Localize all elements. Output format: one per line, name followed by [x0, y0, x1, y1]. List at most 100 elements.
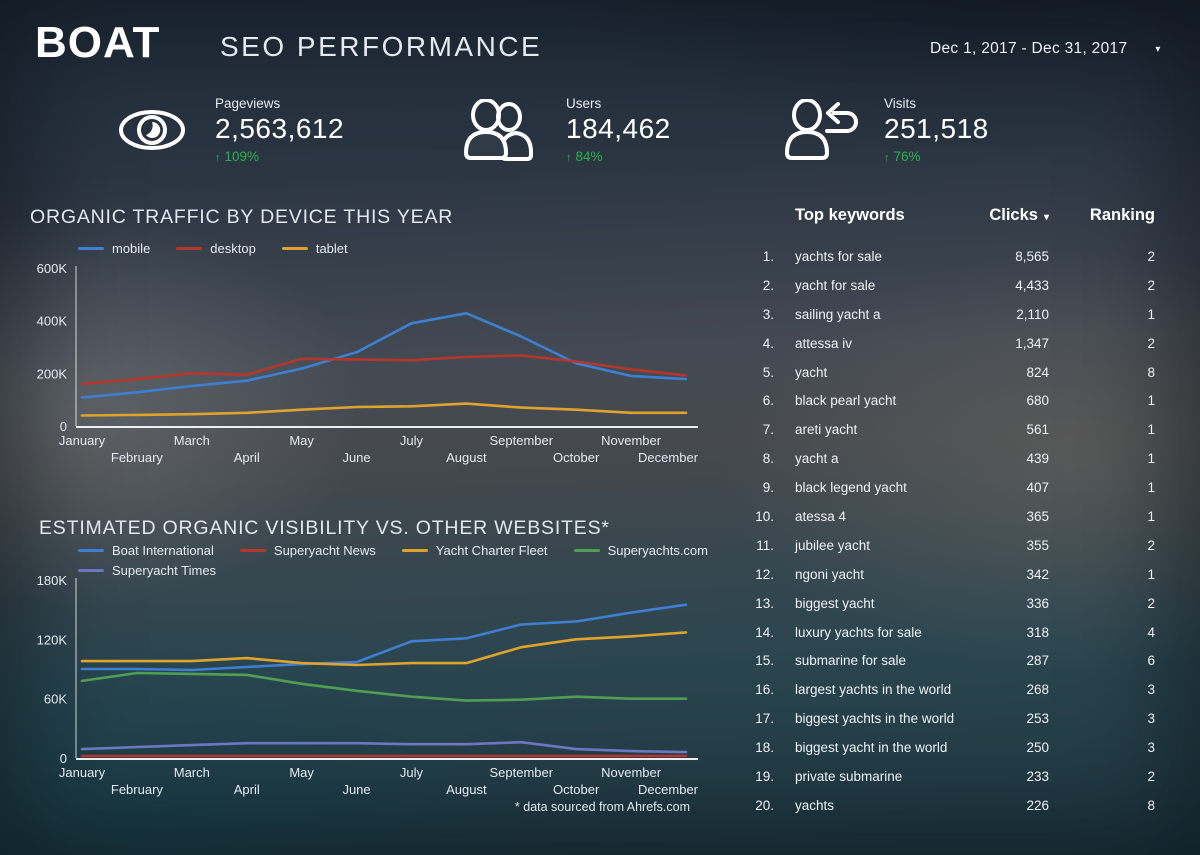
keyword-text: yacht [795, 364, 828, 380]
keyword-ranking: 2 [1147, 277, 1155, 293]
keyword-text: atessa 4 [795, 508, 847, 524]
kpi-delta-value: 109% [224, 149, 260, 164]
keyword-ranking: 2 [1147, 768, 1155, 784]
keyword-ranking: 2 [1147, 537, 1155, 553]
keyword-rank-number: 19. [755, 768, 774, 784]
legend-swatch [401, 549, 428, 552]
keyword-ranking: 2 [1147, 335, 1155, 351]
keyword-rank-number: 4. [762, 335, 774, 351]
keyword-text: yachts [795, 797, 835, 813]
keyword-rank-number: 13. [755, 595, 774, 611]
svg-text:December: December [638, 450, 699, 465]
keyword-clicks: 250 [1026, 740, 1049, 756]
keyword-text: luxury yachts for sale [795, 624, 922, 640]
keyword-rank-number: 16. [755, 682, 774, 698]
keyword-text: jubilee yacht [795, 537, 871, 553]
kpi-value: 2,563,612 [215, 113, 345, 144]
legend-label: Boat International [112, 543, 214, 558]
keyword-rank-number: 5. [762, 364, 774, 380]
keyword-clicks: 233 [1026, 768, 1049, 784]
keyword-ranking: 4 [1147, 624, 1155, 640]
kpi-delta-value: 76% [893, 149, 921, 164]
keyword-rank-number: 17. [755, 711, 774, 727]
svg-text:November: November [601, 433, 662, 448]
svg-text:March: March [174, 433, 210, 448]
visit-return-icon [785, 99, 858, 160]
svg-text:September: September [489, 433, 553, 448]
keyword-clicks: 342 [1026, 566, 1049, 582]
section-title-device-traffic: ORGANIC TRAFFIC BY DEVICE THIS YEAR [30, 206, 454, 228]
svg-text:March: March [174, 765, 210, 780]
table-row: 18. biggest yacht in the world 250 3 [740, 733, 1155, 762]
keyword-ranking: 8 [1147, 364, 1155, 380]
table-row: 16. largest yachts in the world 268 3 [740, 675, 1155, 704]
table-row: 17. biggest yachts in the world 253 3 [740, 704, 1155, 733]
date-range-value: Dec 1, 2017 - Dec 31, 2017 [930, 40, 1128, 57]
legend-label: desktop [210, 241, 256, 256]
column-header-clicks-sort[interactable]: Clicks ▾ [957, 206, 1049, 225]
keyword-clicks: 439 [1026, 451, 1049, 467]
svg-text:December: December [638, 782, 699, 797]
svg-text:November: November [601, 765, 662, 780]
keyword-rank-number: 10. [755, 508, 774, 524]
keyword-clicks: 268 [1026, 682, 1049, 698]
svg-text:February: February [111, 782, 164, 797]
date-range-selector[interactable]: Dec 1, 2017 - Dec 31, 2017 ▾ [930, 40, 1160, 58]
keyword-text: private submarine [795, 768, 903, 784]
kpi-label: Visits [884, 96, 917, 111]
keyword-ranking: 1 [1147, 306, 1155, 322]
device-traffic-legend: mobile desktop tablet [78, 241, 698, 256]
keyword-text: biggest yacht in the world [795, 740, 948, 756]
table-row: 20. yachts 226 8 [740, 791, 1155, 820]
top-keywords-table: Top keywords Clicks ▾ Ranking 1. yachts fo… [740, 200, 1155, 820]
legend-item-superyachts-com: Superyachts.com [573, 543, 708, 558]
device-traffic-chart: 0 200K 400K 600K January February March April Ma… [37, 261, 699, 465]
keyword-ranking: 8 [1147, 797, 1155, 813]
legend-swatch [281, 247, 308, 250]
legend-swatch [78, 549, 104, 552]
keyword-rank-number: 2. [762, 277, 774, 293]
table-row: 6. black pearl yacht 680 1 [740, 386, 1155, 415]
legend-label: mobile [112, 241, 151, 256]
svg-text:April: April [234, 782, 260, 797]
keyword-rank-number: 8. [762, 451, 774, 467]
table-row: 10. atessa 4 365 1 [740, 502, 1155, 531]
keyword-ranking: 1 [1147, 566, 1155, 582]
svg-text:August: August [446, 450, 487, 465]
up-arrow-icon: ↑ [884, 152, 890, 164]
table-row: 11. jubilee yacht 355 2 [740, 531, 1155, 560]
keyword-ranking: 1 [1147, 422, 1155, 438]
up-arrow-icon: ↑ [566, 152, 572, 164]
keyword-clicks: 355 [1026, 537, 1049, 553]
svg-text:August: August [446, 782, 487, 797]
keyword-rank-number: 12. [755, 566, 774, 582]
keyword-text: ngoni yacht [795, 566, 865, 582]
keyword-clicks: 287 [1026, 653, 1049, 669]
legend-item-mobile: mobile [78, 241, 150, 256]
legend-label: Superyachts.com [607, 543, 708, 558]
keyword-text: black legend yacht [795, 480, 907, 496]
section-title-organic-visibility: ESTIMATED ORGANIC VISIBILITY VS. OTHER W… [39, 517, 610, 539]
keyword-ranking: 3 [1147, 740, 1155, 756]
keyword-clicks: 824 [1026, 364, 1049, 380]
keyword-rank-number: 7. [762, 422, 774, 438]
svg-text:July: July [400, 765, 424, 780]
keyword-text: submarine for sale [795, 653, 907, 669]
legend-label: Superyacht Times [112, 563, 217, 578]
table-row: 2. yacht for sale 4,433 2 [740, 271, 1155, 300]
table-row: 4. attessa iv 1,347 2 [740, 329, 1155, 358]
legend-swatch [78, 247, 104, 250]
keyword-rank-number: 20. [755, 797, 774, 813]
keyword-clicks: 2,110 [1016, 306, 1049, 322]
keyword-text: areti yacht [795, 422, 858, 438]
keyword-rank-number: 14. [755, 624, 774, 640]
keyword-ranking: 1 [1147, 451, 1155, 467]
keyword-ranking: 3 [1147, 682, 1155, 698]
keyword-rank-number: 11. [756, 537, 774, 553]
keyword-ranking: 2 [1147, 595, 1155, 611]
legend-swatch [239, 549, 266, 552]
svg-text:0: 0 [60, 419, 67, 434]
legend-item-superyacht-news: Superyacht News [239, 543, 376, 558]
keyword-ranking: 6 [1147, 653, 1155, 669]
keyword-text: yacht a [795, 451, 839, 467]
